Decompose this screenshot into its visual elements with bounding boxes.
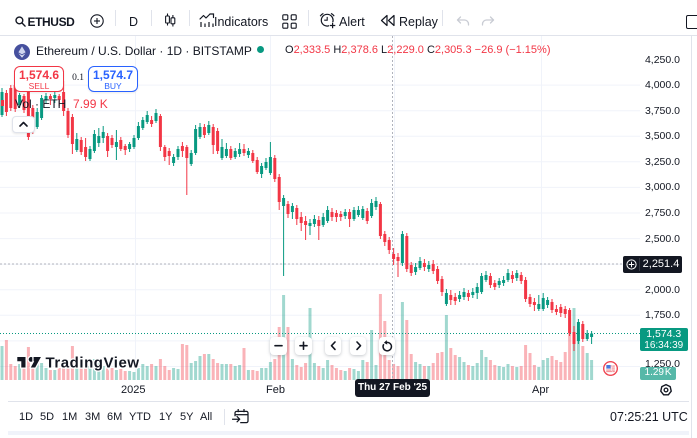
svg-text:TradingView: TradingView — [46, 354, 140, 371]
